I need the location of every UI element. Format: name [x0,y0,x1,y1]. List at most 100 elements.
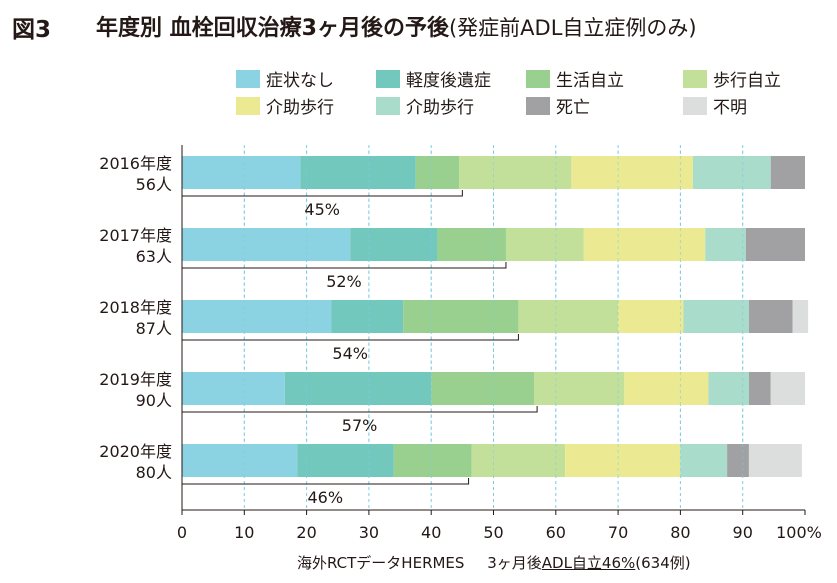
bar-segment [182,228,351,261]
bar-segment [505,228,584,261]
legend-swatch [376,96,400,115]
legend-label: 介助歩行 [406,98,474,118]
bar-segment [471,444,566,477]
figure-title: 年度別 血栓回収治療3ヶ月後の予後(発症前ADL自立症例のみ) [96,10,697,42]
x-tick-label: 80 [670,523,690,542]
bar-segment [182,156,301,189]
title-subtitle: (発症前ADL自立症例のみ) [448,16,697,40]
x-tick-label: 90 [733,523,753,542]
title-main: 年度別 血栓回収治療3ヶ月後の予後 [96,16,449,41]
category-label-count: 56人 [136,175,172,194]
bar-segment [705,228,746,261]
legend-swatch [376,69,400,88]
bar-segment [680,444,728,477]
legend-swatch [683,69,707,88]
bar-segment [182,372,285,405]
bar-segment [297,444,394,477]
legend-label: 生活自立 [556,71,624,91]
x-tick-label: 60 [546,523,566,542]
footer-note-underlined: ADL自立46% [541,554,636,572]
legend-item: 歩行自立 [683,66,781,91]
bracket-label: 54% [332,344,368,363]
bar-segment [748,372,771,405]
legend-label: 介助歩行 [266,98,334,118]
bracket [182,478,470,485]
bar-segment [708,372,749,405]
bar-segment [415,156,460,189]
bar-segment [745,228,805,261]
bar-segment [300,156,416,189]
legend-swatch [236,96,260,115]
bar-segment [618,300,684,333]
category-label-year: 2019年度 [99,370,172,389]
bar-segment [393,444,472,477]
bracket [182,190,463,197]
bracket-label: 45% [304,200,340,219]
legend-swatch [526,96,550,115]
legend-item: 介助歩行 [236,93,334,118]
bar-segment [437,228,506,261]
bar-segment [692,156,771,189]
bar-segment [748,444,802,477]
bracket [182,262,507,269]
legend-swatch [236,69,260,88]
x-tick-label: 20 [296,523,316,542]
bar-segment [727,444,749,477]
x-tick-label: 70 [608,523,628,542]
bar-segment [518,300,619,333]
legend-swatch [683,96,707,115]
footer-source: 海外RCTデータHERMES [297,554,465,572]
category-label-year: 2016年度 [99,154,172,173]
bar-segment [770,156,805,189]
bar-segment [533,372,625,405]
legend-swatch [526,69,550,88]
category-label-count: 80人 [136,463,172,482]
x-tick-label: 10 [234,523,254,542]
bracket-label: 57% [342,416,378,435]
legend-label: 死亡 [556,98,590,118]
bar-segment [583,228,706,261]
bar-segment [350,228,438,261]
bar-segment [748,300,793,333]
chart-footer: 海外RCTデータHERMES 3ヶ月後ADL自立46%(634例) [297,552,691,573]
bracket-label: 52% [326,272,362,291]
category-label-year: 2018年度 [99,298,172,317]
bracket [182,406,538,413]
bar-segment [624,372,709,405]
bar-segment [792,300,809,333]
legend-label: 症状なし [266,71,334,91]
bar-segment [331,300,404,333]
bar-segment [403,300,519,333]
bar-segment [284,372,432,405]
bar-segment [459,156,572,189]
figure-label: 図3 [12,17,52,43]
legend-item: 症状なし [236,66,334,91]
category-label-year: 2020年度 [99,442,172,461]
bar-segment [431,372,534,405]
bar-segment [571,156,693,189]
bar-segment [683,300,749,333]
legend-item: 不明 [683,93,747,118]
legend-item: 介助歩行 [376,93,474,118]
bar-segment [770,372,805,405]
bar-segment [182,300,332,333]
legend-item: 死亡 [526,93,590,118]
bar-segment [182,444,298,477]
legend-label: 軽度後遺症 [406,71,491,91]
category-label-count: 90人 [136,391,172,410]
footer-note-suffix: (634例) [635,554,691,572]
bracket-label: 46% [308,488,344,507]
category-label-count: 63人 [136,247,172,266]
x-tick-label: 30 [359,523,379,542]
category-label-year: 2017年度 [99,226,172,245]
bar-segment [565,444,681,477]
legend-label: 歩行自立 [713,71,781,91]
x-tick-label: 40 [421,523,441,542]
category-label-count: 87人 [136,319,172,338]
bracket [182,334,519,341]
x-tick-label: 0 [177,523,187,542]
legend-item: 生活自立 [526,66,624,91]
x-tick-label: 100% [776,523,822,542]
x-tick-label: 50 [483,523,503,542]
